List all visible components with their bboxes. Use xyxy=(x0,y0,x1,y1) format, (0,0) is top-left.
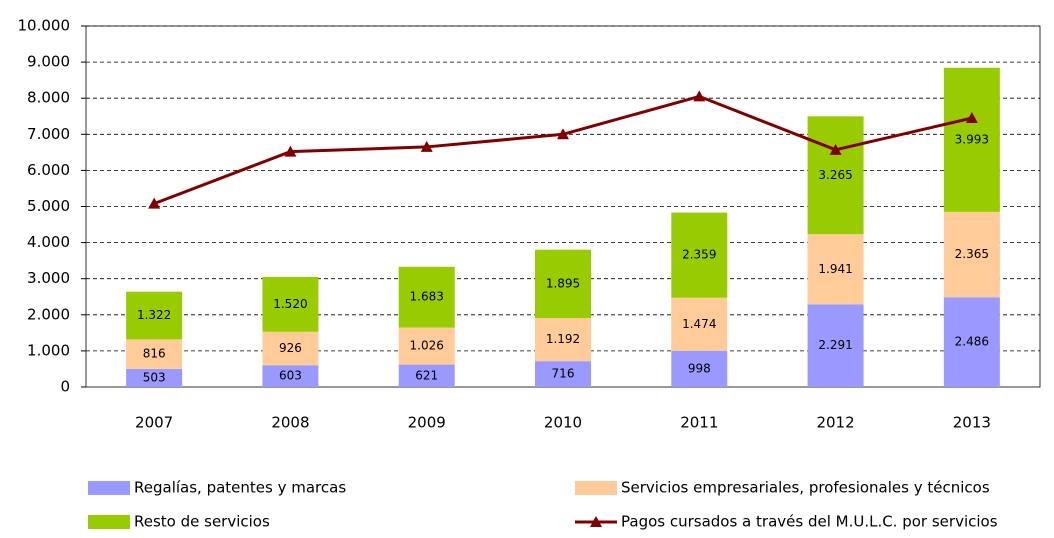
bar xyxy=(943,67,1000,212)
legend-label: Regalías, patentes y marcas xyxy=(134,479,346,497)
bar xyxy=(262,331,319,366)
x-tick-label: 2008 xyxy=(271,414,309,432)
bar xyxy=(126,291,183,340)
bar xyxy=(126,339,183,369)
bar xyxy=(126,368,183,387)
line-marker xyxy=(148,197,161,209)
bar xyxy=(943,211,1000,298)
value-label: 1.474 xyxy=(682,317,716,331)
value-label: 1.026 xyxy=(410,339,444,353)
value-label: 2.365 xyxy=(955,247,989,261)
bar xyxy=(943,297,1000,387)
y-tick-label: 10.000 xyxy=(18,17,71,35)
legend-label: Pagos cursados a través del M.U.L.C. por… xyxy=(621,513,998,531)
line-marker xyxy=(965,112,978,124)
bar xyxy=(535,361,591,387)
legend-label: Servicios empresariales, profesionales y… xyxy=(621,479,990,497)
legend-label: Resto de servicios xyxy=(134,513,270,531)
line-marker xyxy=(420,140,433,152)
bar xyxy=(807,116,864,235)
bar xyxy=(535,249,591,319)
legend-swatch xyxy=(88,481,130,495)
bar xyxy=(671,212,728,298)
line-marker xyxy=(693,90,706,102)
value-label: 716 xyxy=(552,367,575,381)
legend-swatch xyxy=(575,481,617,495)
value-label: 1.941 xyxy=(818,262,852,276)
y-tick-label: 4.000 xyxy=(27,233,70,251)
value-label: 1.322 xyxy=(137,308,171,322)
bar xyxy=(262,276,319,332)
line-marker xyxy=(557,128,569,140)
line-marker xyxy=(829,143,842,155)
value-label: 603 xyxy=(279,369,302,383)
x-tick-label: 2013 xyxy=(953,414,991,432)
y-tick-label: 7.000 xyxy=(27,125,70,143)
value-label: 926 xyxy=(279,341,302,355)
bar xyxy=(671,350,728,387)
value-label: 998 xyxy=(688,361,711,375)
bar xyxy=(398,327,455,365)
y-tick-label: 0 xyxy=(60,378,70,396)
bar xyxy=(807,234,864,305)
legend-swatch xyxy=(88,515,130,529)
bar xyxy=(262,365,319,387)
y-tick-label: 2.000 xyxy=(27,305,70,323)
value-label: 2.359 xyxy=(682,248,716,262)
y-tick-label: 1.000 xyxy=(27,341,70,359)
y-tick-label: 9.000 xyxy=(27,53,70,71)
value-label: 503 xyxy=(143,370,166,384)
y-tick-label: 5.000 xyxy=(27,197,70,215)
bar xyxy=(398,266,455,328)
value-label: 1.192 xyxy=(546,332,580,346)
x-tick-label: 2010 xyxy=(544,414,582,432)
bar xyxy=(807,304,864,387)
value-label: 3.265 xyxy=(818,168,852,182)
value-label: 3.993 xyxy=(955,132,989,146)
line-marker xyxy=(284,145,297,157)
value-label: 621 xyxy=(415,368,438,382)
legend-marker xyxy=(590,516,602,527)
value-label: 2.291 xyxy=(818,338,852,352)
y-tick-label: 3.000 xyxy=(27,269,70,287)
x-tick-label: 2012 xyxy=(816,414,854,432)
y-tick-label: 6.000 xyxy=(27,161,70,179)
value-label: 2.486 xyxy=(955,335,989,349)
bar xyxy=(671,297,728,351)
value-label: 816 xyxy=(143,347,166,361)
bar xyxy=(398,364,455,387)
y-tick-label: 8.000 xyxy=(27,89,70,107)
value-label: 1.683 xyxy=(410,290,444,304)
value-label: 1.520 xyxy=(273,297,307,311)
bar xyxy=(535,318,591,362)
x-tick-label: 2009 xyxy=(408,414,446,432)
x-tick-label: 2011 xyxy=(680,414,718,432)
value-label: 1.895 xyxy=(546,276,580,290)
x-tick-label: 2007 xyxy=(135,414,173,432)
